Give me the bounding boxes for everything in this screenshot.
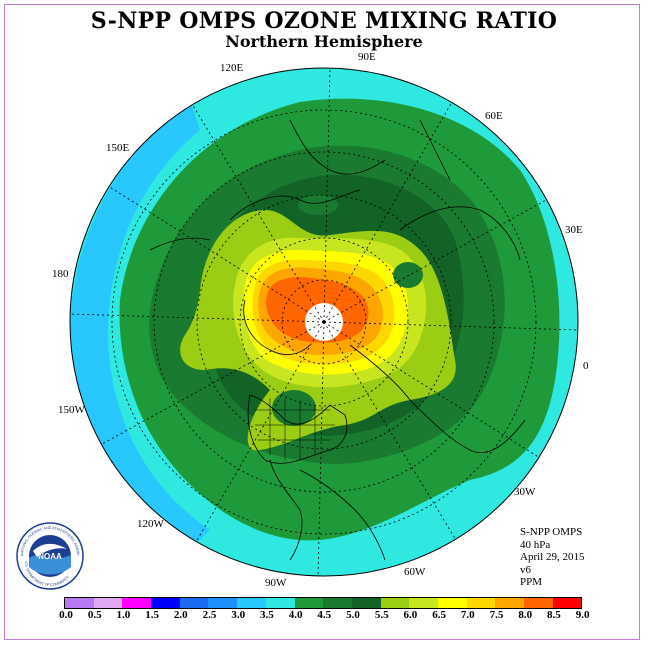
lon-label-30e: 30E xyxy=(565,224,583,236)
color-scale-tick: 4.5 xyxy=(317,609,332,621)
lon-label-90e: 90E xyxy=(358,51,376,63)
noaa-logo: NOAA NATIONAL OCEANIC AND ATMOSPHERIC AD… xyxy=(15,521,84,590)
color-swatch-13 xyxy=(437,598,467,608)
latitude-grid xyxy=(111,109,537,535)
color-scale-tick: 5.0 xyxy=(346,609,360,621)
color-swatch-8 xyxy=(294,598,324,608)
color-scale-tick: 0.0 xyxy=(59,609,73,621)
color-swatch-9 xyxy=(323,598,352,608)
logo-text: NOAA xyxy=(38,552,62,561)
figure-frame xyxy=(4,4,640,640)
metadata-panel: S-NPP OMPS 40 hPa April 29, 2015 v6 PPM xyxy=(520,526,584,589)
map-boundary xyxy=(69,67,579,577)
color-scale-tick: 0.5 xyxy=(87,609,102,621)
color-scale-tick: 5.5 xyxy=(374,609,389,621)
color-scale-tick: 1.0 xyxy=(116,609,131,621)
color-swatch-16 xyxy=(524,598,553,608)
color-swatch-15 xyxy=(495,598,524,608)
color-swatch-4 xyxy=(179,598,209,608)
color-swatch-0 xyxy=(65,598,94,608)
color-swatch-1 xyxy=(93,598,123,608)
color-scale-tick: 7.0 xyxy=(460,609,475,621)
color-scale-tick: 8.0 xyxy=(518,609,533,621)
color-scale-tick: 4.0 xyxy=(288,609,303,621)
color-swatch-14 xyxy=(466,598,496,608)
map-subtitle: Northern Hemisphere xyxy=(225,32,423,51)
color-swatch-2 xyxy=(122,598,152,608)
color-scale-tick: 3.0 xyxy=(231,609,246,621)
color-swatch-11 xyxy=(380,598,410,608)
color-scale-tick: 2.0 xyxy=(173,609,188,621)
color-scale-tick: 6.0 xyxy=(403,609,418,621)
color-swatch-17 xyxy=(552,598,582,608)
state-borders xyxy=(255,398,335,460)
longitude-grid xyxy=(69,67,579,577)
lon-label-150w: 150W xyxy=(58,404,85,416)
color-swatch-10 xyxy=(351,598,381,608)
lon-label-60e: 60E xyxy=(485,110,503,122)
lon-label-90w: 90W xyxy=(265,577,287,589)
coastlines xyxy=(149,119,526,561)
color-swatch-5 xyxy=(208,598,238,608)
instrument-text: S-NPP OMPS xyxy=(520,526,583,538)
lon-label-60w: 60W xyxy=(404,566,426,578)
color-scale-bar xyxy=(64,597,583,609)
lon-label-120e: 120E xyxy=(220,62,244,74)
units-text: PPM xyxy=(520,576,543,589)
color-swatch-12 xyxy=(409,598,438,608)
color-swatch-6 xyxy=(237,598,266,608)
color-scale-tick: 1.5 xyxy=(145,609,159,621)
map-title: S-NPP OMPS OZONE MIXING RATIO xyxy=(90,8,558,34)
color-scale-tick: 6.5 xyxy=(432,609,446,621)
lon-label-150e: 150E xyxy=(106,142,130,154)
lon-label-30w: 30W xyxy=(514,486,536,498)
pressure-level-text: 40 hPa xyxy=(520,538,551,551)
color-scale-tick: 8.5 xyxy=(547,609,561,621)
lon-label-120w: 120W xyxy=(137,518,164,530)
color-swatch-3 xyxy=(151,598,180,608)
lon-label-180: 180 xyxy=(52,268,69,280)
color-scale-tick: 2.5 xyxy=(202,609,217,621)
color-scale-tick: 9.0 xyxy=(575,609,590,621)
color-scale-ticks: 0.0 0.5 1.0 1.5 2.0 2.5 3.0 3.5 4.0 4.5 5.0 5.5 6.0 6… xyxy=(0,609,648,623)
date-text: April 29, 2015 xyxy=(520,551,585,564)
lon-label-0: 0 xyxy=(583,360,589,372)
color-scale-tick: 7.5 xyxy=(489,609,504,621)
color-scale-tick: 3.5 xyxy=(260,609,274,621)
version-text: v6 xyxy=(520,563,531,576)
color-swatch-7 xyxy=(265,598,295,608)
